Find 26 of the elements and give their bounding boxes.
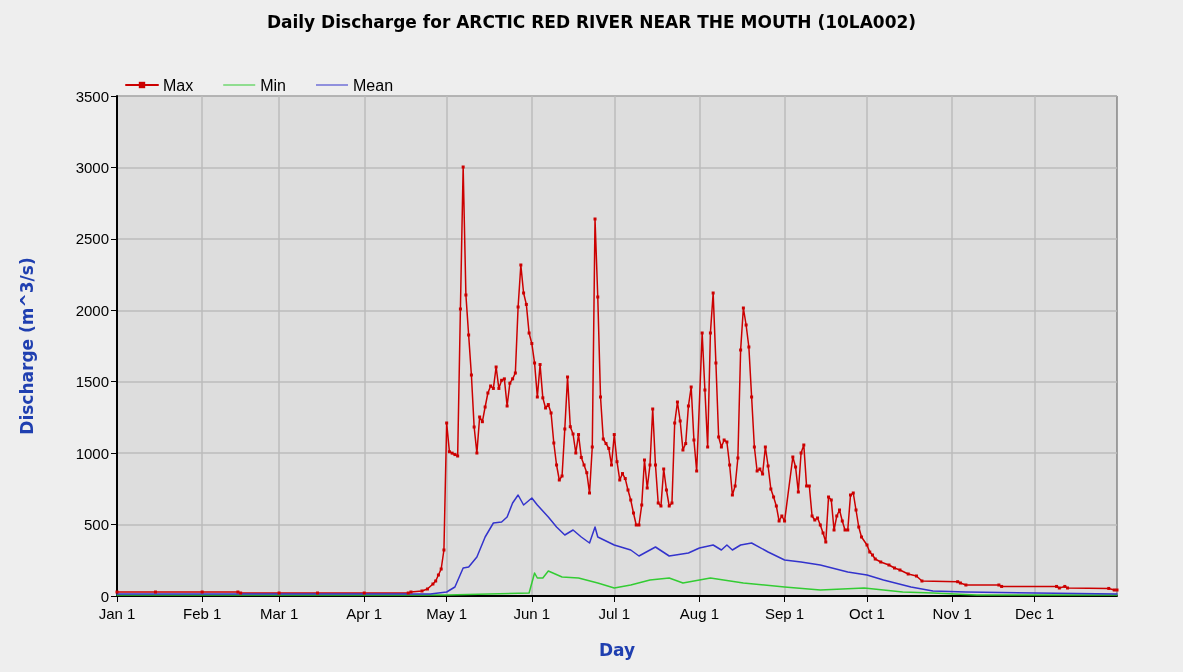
x-tick-label: Apr 1 xyxy=(346,605,383,622)
y-axis-title: Discharge (m^3/s) xyxy=(16,257,37,435)
y-tick-label: 1000 xyxy=(75,444,109,462)
y-tick-label: 2500 xyxy=(75,230,109,248)
x-tick-label: Aug 1 xyxy=(679,605,720,622)
legend-label: Max xyxy=(163,76,194,94)
x-tick-label: Mar 1 xyxy=(259,605,299,622)
x-tick-label: Nov 1 xyxy=(932,605,972,622)
x-tick-label: Jan 1 xyxy=(98,605,136,622)
y-tick-label: 500 xyxy=(83,516,109,534)
y-tick-label: 0 xyxy=(100,587,109,605)
chart-title: Daily Discharge for ARCTIC RED RIVER NEAR THE MOUTH (10LA002) xyxy=(266,11,917,32)
legend-label: Mean xyxy=(353,76,394,94)
legend-label: Min xyxy=(260,76,287,94)
x-tick-label: Jun 1 xyxy=(513,605,551,622)
x-tick-label: May 1 xyxy=(426,605,468,622)
y-tick-label: 2000 xyxy=(75,301,109,319)
y-tick-label: 3500 xyxy=(75,87,109,105)
x-tick-label: Oct 1 xyxy=(849,605,885,622)
y-tick-label: 3000 xyxy=(75,158,109,176)
x-tick-label: Jul 1 xyxy=(598,605,631,622)
y-tick-label: 1500 xyxy=(75,373,109,391)
x-axis-title: Day xyxy=(598,639,636,660)
x-tick-label: Sep 1 xyxy=(764,605,805,622)
x-tick-label: Dec 1 xyxy=(1014,605,1055,622)
x-tick-label: Feb 1 xyxy=(182,605,222,622)
